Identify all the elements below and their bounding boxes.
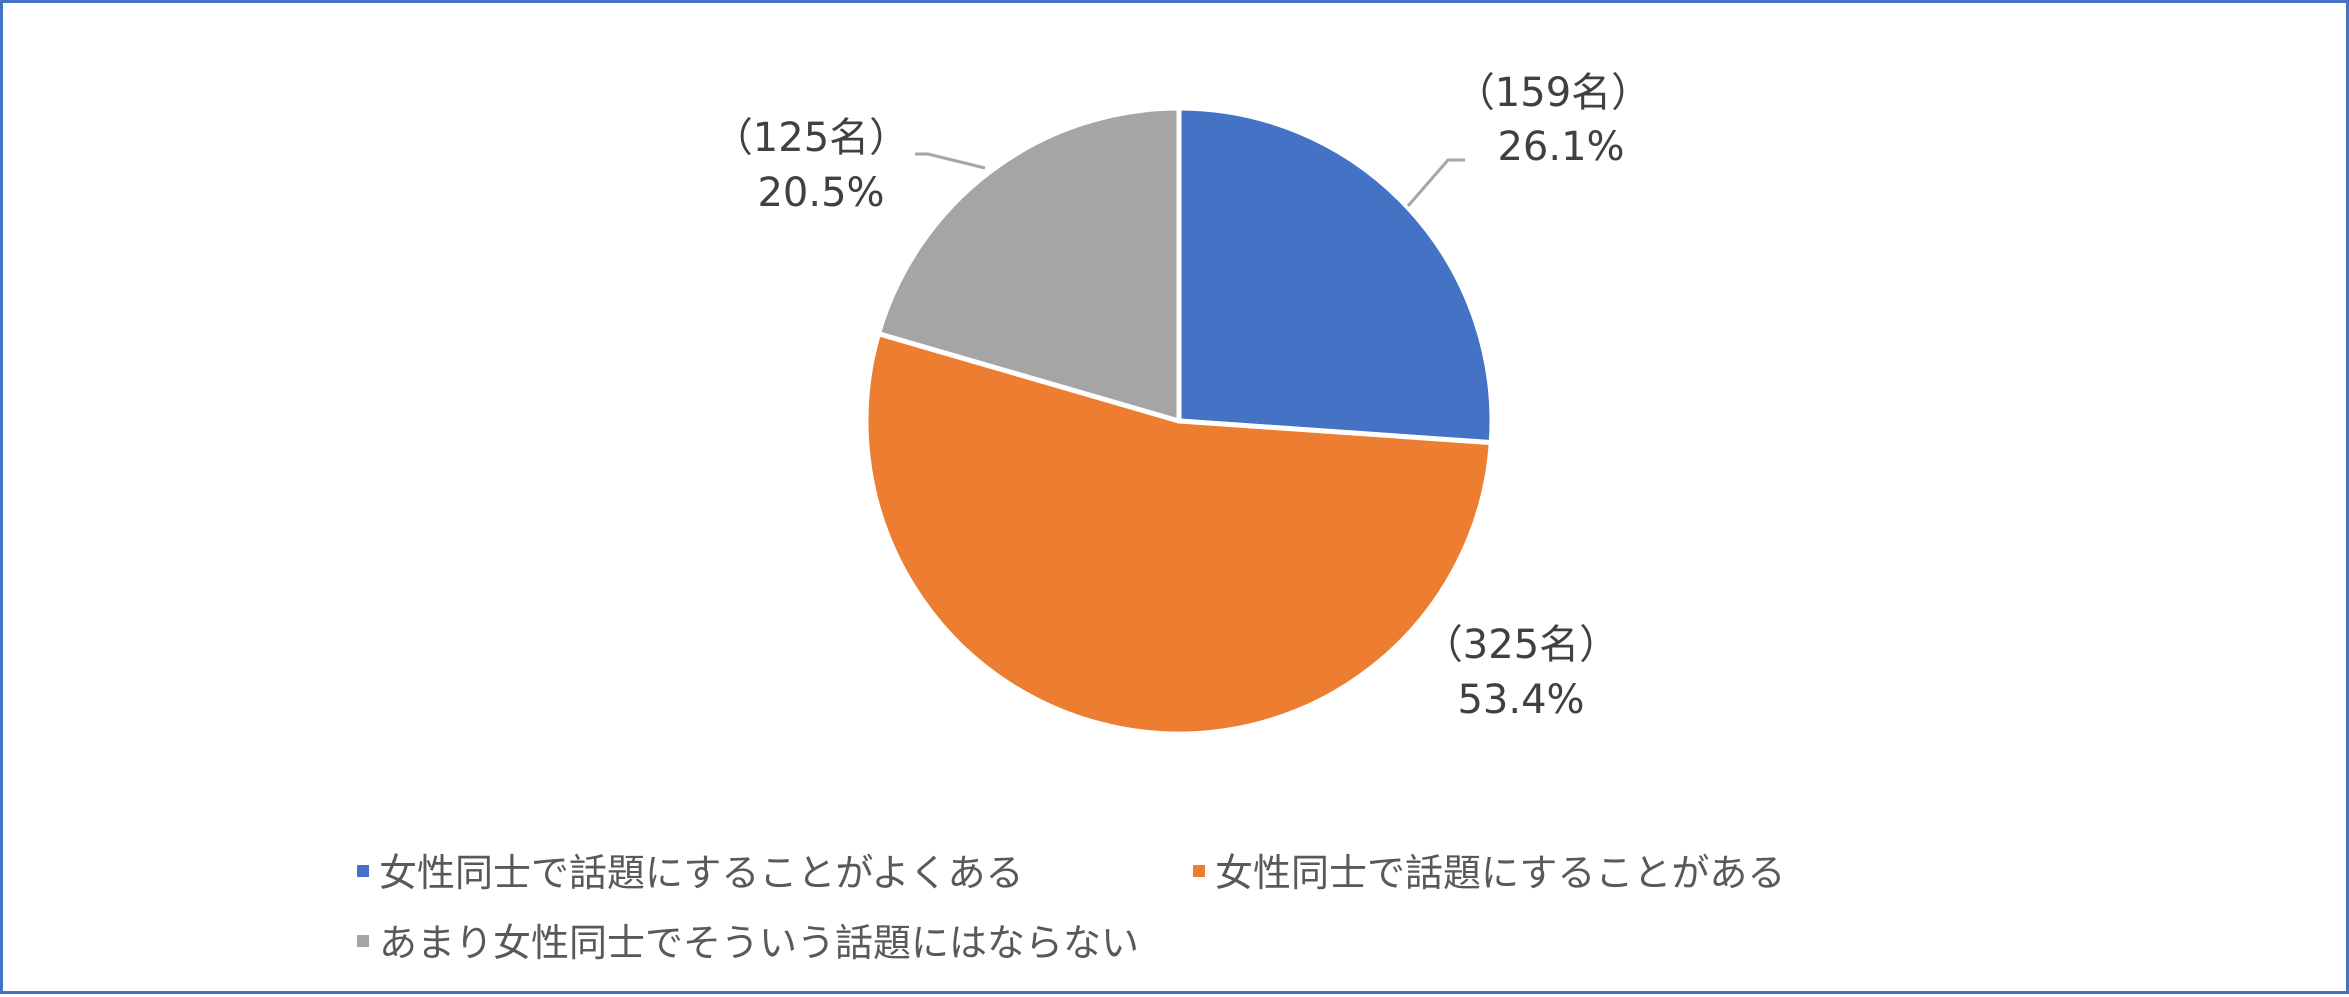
pie-slices — [863, 105, 1495, 737]
legend: 女性同士で話題にすることがよくある 女性同士で話題にすることがある あまり女性同… — [357, 851, 1785, 965]
data-label-percent-slice-2: 53.4% — [1457, 677, 1584, 723]
legend-swatch-slice-2 — [1193, 865, 1205, 877]
data-label-count-slice-1: （159名） — [1455, 70, 1651, 116]
data-label-count-slice-3: （125名） — [713, 115, 909, 161]
data-label-percent-slice-1: 26.1% — [1497, 124, 1624, 170]
leader-line-slice-3 — [915, 152, 986, 170]
legend-label-slice-3: あまり女性同士でそういう話題にはならない — [379, 921, 1139, 965]
legend-label-slice-1: 女性同士で話題にすることがよくある — [379, 851, 1023, 895]
data-label-count-slice-2: （325名） — [1423, 622, 1619, 668]
data-label-percent-slice-3: 20.5% — [757, 170, 884, 216]
legend-swatch-slice-1 — [357, 865, 369, 877]
pie-slice-3 — [875, 105, 1182, 424]
pie-chart: （159名） 26.1% （325名） 53.4% （125名） 20.5% 女… — [357, 70, 1785, 965]
leader-line-slice-1 — [1406, 158, 1465, 207]
pie-slice-1 — [1176, 105, 1495, 446]
legend-swatch-slice-3 — [357, 935, 369, 947]
pie-slice-2 — [863, 331, 1494, 737]
legend-label-slice-2: 女性同士で話題にすることがある — [1215, 851, 1785, 895]
